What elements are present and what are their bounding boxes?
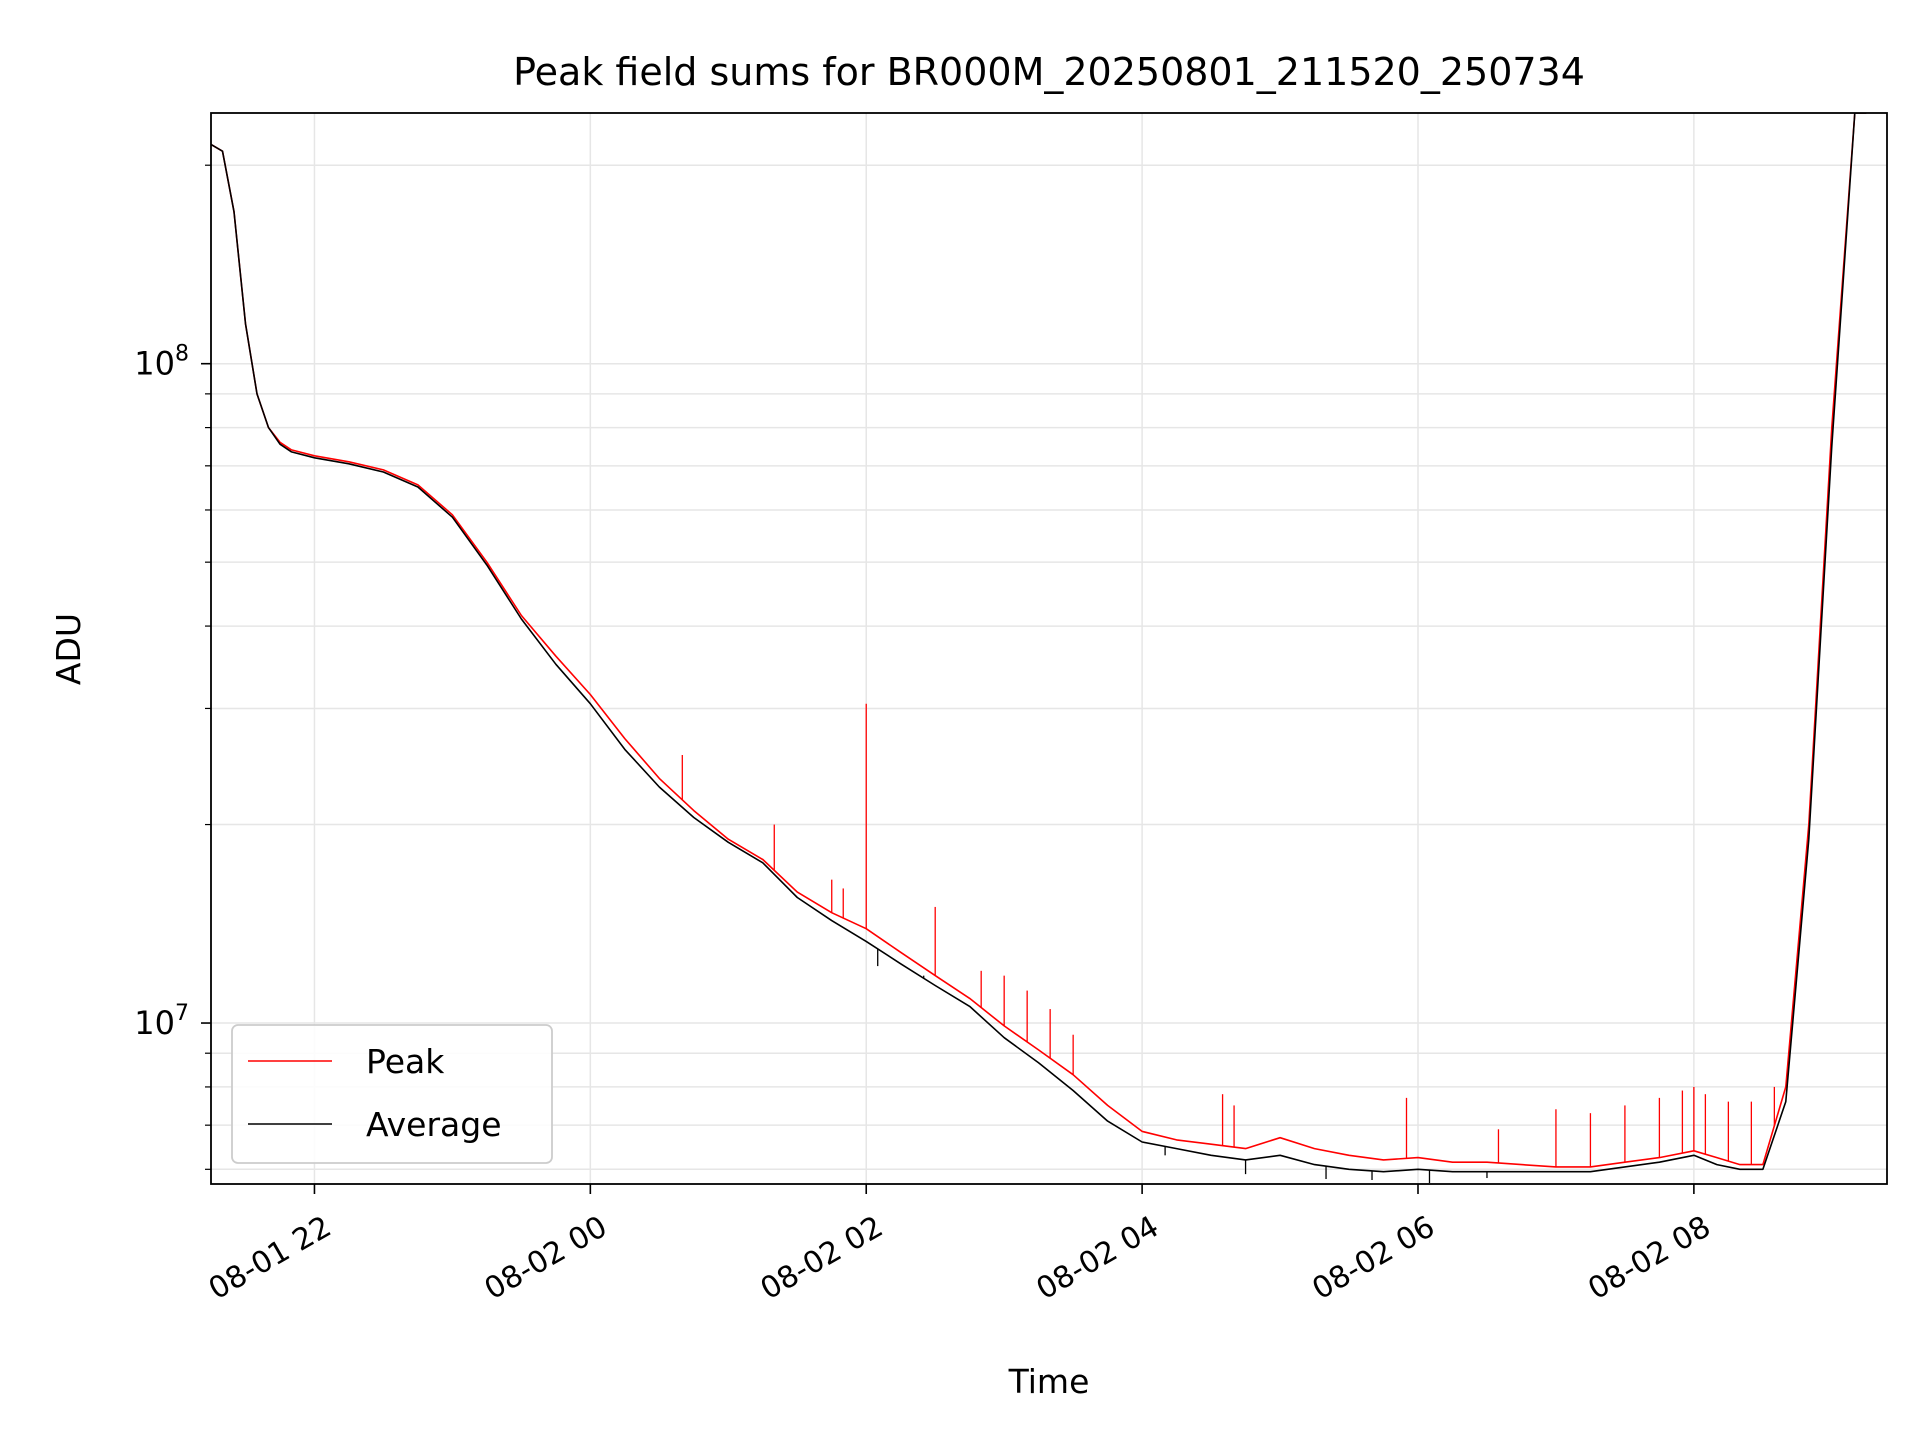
y-axis-ticks: 107 108 <box>134 164 211 1170</box>
legend-box <box>231 1024 553 1164</box>
legend-label-peak: Peak <box>366 1042 445 1081</box>
x-axis-label: Time <box>1008 1362 1090 1401</box>
grid <box>211 113 1887 1184</box>
y-axis-label: ADU <box>49 613 88 685</box>
chart-title: Peak field sums for BR000M_20250801_2115… <box>513 50 1585 94</box>
series-lines <box>211 113 1867 1183</box>
plot-frame <box>210 112 1888 1185</box>
legend: Peak Average <box>231 1024 553 1164</box>
series-line-average <box>211 113 1867 1173</box>
legend-label-average: Average <box>366 1105 502 1144</box>
y-tick-label: 108 <box>134 342 189 383</box>
y-tick-label: 107 <box>134 1001 189 1042</box>
